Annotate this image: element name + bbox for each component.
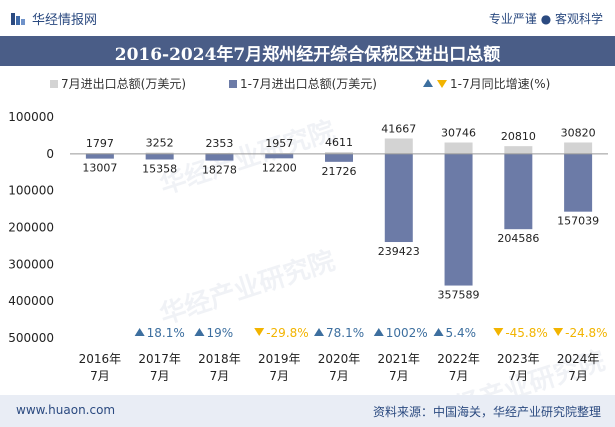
x-tick-label: 2024年 7月 (557, 352, 600, 383)
watermark-text: 华经产业研究院 (156, 245, 339, 331)
y-tick-label: 0 (46, 147, 54, 161)
bar-cumulative-label: 239423 (378, 245, 420, 258)
y-tick-label: 100000 (8, 110, 54, 124)
bar-cumulative-label: 357589 (438, 289, 480, 302)
bar-july (564, 142, 593, 154)
bar-cumulative-label: 157039 (557, 215, 599, 228)
y-tick-label: 500000 (8, 331, 54, 345)
growth-down-triangle-icon (254, 328, 265, 336)
bar-cumulative-label: 12200 (262, 161, 297, 174)
bar-july-label: 20810 (501, 130, 536, 143)
growth-label: -45.8% (505, 326, 547, 340)
bar-july-label: 3252 (146, 137, 174, 150)
chart-title: 2016-2024年7月郑州经开综合保税区进出口总额 (114, 45, 501, 65)
bar-july (325, 152, 353, 154)
x-tick-label: 2020年 7月 (318, 352, 361, 383)
growth-label: 1002% (386, 326, 428, 340)
legend-label-cumulative: 1-7月进出口总额(万美元) (240, 77, 377, 91)
footer-source: 资料来源：中国海关，华经产业研究院整理 (372, 405, 601, 419)
tagline: 专业严谨 ● 客观科学 (488, 12, 603, 26)
bar-july-label: 30746 (441, 127, 476, 140)
bar-july (384, 138, 413, 154)
footer-site: www.huaon.com (16, 403, 116, 417)
growth-down-triangle-icon (553, 328, 564, 336)
brand-name: 华经情报网 (32, 13, 98, 28)
bar-july-label: 1797 (86, 137, 114, 150)
bar-cumulative (145, 153, 174, 160)
title-bar (0, 36, 615, 66)
bar-july-label: 41667 (381, 122, 416, 135)
growth-label: 18.1% (147, 326, 185, 340)
growth-up-triangle-icon (373, 328, 384, 336)
bar-cumulative (265, 153, 294, 159)
watermark-text: 华经产业研究院 (156, 115, 339, 201)
bar-july (444, 142, 473, 154)
x-tick-label: 2018年 7月 (198, 352, 241, 383)
bar-cumulative (564, 153, 593, 212)
legend-label-july: 7月进出口总额(万美元) (61, 77, 186, 91)
growth-up-triangle-icon (433, 328, 444, 336)
legend-swatch-july (50, 80, 58, 88)
bar-july-label: 4611 (325, 136, 353, 149)
x-tick-label: 2019年 7月 (258, 352, 301, 383)
bar-july-label: 2353 (205, 137, 233, 150)
top-bar: 华经情报网 专业严谨 ● 客观科学 (0, 0, 615, 36)
legend-up-triangle-icon (423, 79, 433, 87)
y-tick-label: 100000 (8, 184, 54, 198)
y-tick-label: 400000 (8, 294, 54, 308)
bar-july-label: 30820 (561, 126, 596, 139)
footer-bar (0, 395, 615, 427)
legend-down-triangle-icon (437, 80, 447, 88)
growth-up-triangle-icon (134, 328, 145, 336)
bar-cumulative (85, 153, 114, 159)
bar-july-label: 1957 (265, 137, 293, 150)
x-tick-label: 2016年 7月 (79, 352, 122, 383)
bar-cumulative (325, 153, 353, 162)
growth-down-triangle-icon (493, 328, 504, 336)
brand-logo-icon (11, 12, 25, 25)
growth-label: 5.4% (446, 326, 477, 340)
bar-cumulative (444, 153, 473, 286)
bar-cumulative-label: 18278 (202, 164, 237, 177)
growth-label: 19% (206, 326, 233, 340)
bar-cumulative-label: 21726 (322, 165, 357, 178)
x-tick-label: 2021年 7月 (378, 352, 421, 383)
brand: 华经情报网 (10, 9, 97, 28)
growth-label: -24.8% (565, 326, 607, 340)
legend-label-growth: 1-7月同比增速(%) (450, 77, 550, 91)
bar-cumulative-label: 204586 (497, 232, 539, 245)
bar-july (145, 152, 174, 154)
bar-july (504, 146, 533, 154)
growth-label: 78.1% (326, 326, 364, 340)
x-tick-label: 2022年 7月 (437, 352, 480, 383)
bar-cumulative-label: 13007 (82, 162, 117, 175)
growth-up-triangle-icon (194, 328, 205, 336)
x-tick-label: 2023年 7月 (497, 352, 540, 383)
bar-cumulative (504, 153, 533, 230)
y-tick-label: 200000 (8, 221, 54, 235)
growth-up-triangle-icon (314, 328, 324, 336)
bar-cumulative (384, 153, 413, 243)
legend-swatch-cumulative (229, 80, 237, 88)
x-tick-label: 2017年 7月 (138, 352, 181, 383)
growth-label: -29.8% (266, 326, 308, 340)
bar-cumulative (205, 153, 234, 161)
bar-cumulative-label: 15358 (142, 162, 177, 175)
y-tick-label: 300000 (8, 257, 54, 271)
